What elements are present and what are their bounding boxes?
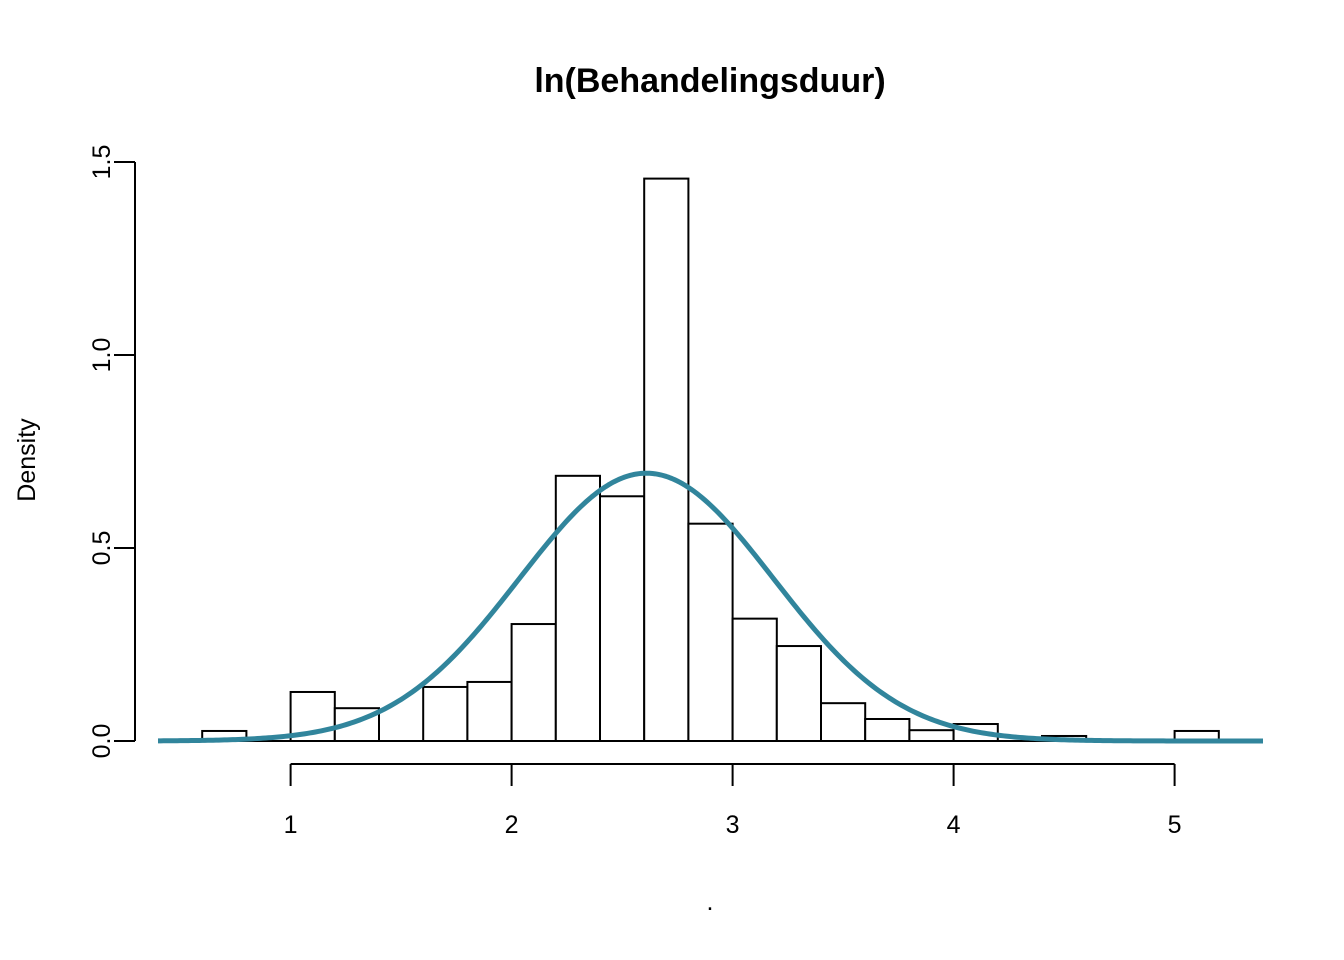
x-tick-label-0: 1 (284, 811, 298, 839)
y-axis: 0.0 0.5 1.0 1.5 (88, 145, 136, 759)
histogram-bar-9 (599, 495, 646, 742)
histogram-bar-8 (554, 474, 601, 742)
histogram-bar-16 (908, 729, 955, 743)
histogram-bar-7 (510, 623, 557, 742)
histogram-bar-15 (864, 717, 911, 742)
y-axis-label: Density (13, 418, 41, 502)
x-tick-label-1: 2 (505, 811, 519, 839)
histogram-bar-10 (643, 177, 690, 742)
histogram-bar-5 (422, 685, 469, 743)
histogram-bar-11 (687, 522, 734, 742)
x-tick-label-3: 4 (947, 811, 961, 839)
y-tick-label-1: 0.5 (88, 531, 116, 566)
histogram-bar-13 (775, 645, 822, 743)
histogram-bar-6 (466, 680, 513, 743)
histogram-bars (201, 177, 1220, 743)
x-axis-label: . (707, 888, 714, 916)
chart-title: ln(Behandelingsduur) (534, 62, 885, 100)
y-tick-label-0: 0.0 (88, 724, 116, 759)
normal-curve-layer (157, 470, 1263, 744)
x-tick-label-4: 5 (1168, 811, 1182, 839)
x-tick-label-2: 3 (726, 811, 740, 839)
histogram-bar-14 (820, 702, 867, 742)
normal-density-curve (157, 470, 1263, 744)
histogram-bar-12 (731, 617, 778, 742)
y-tick-label-2: 1.0 (88, 338, 116, 373)
y-tick-label-3: 1.5 (88, 145, 116, 180)
x-axis: 1 2 3 4 5 (284, 763, 1182, 839)
